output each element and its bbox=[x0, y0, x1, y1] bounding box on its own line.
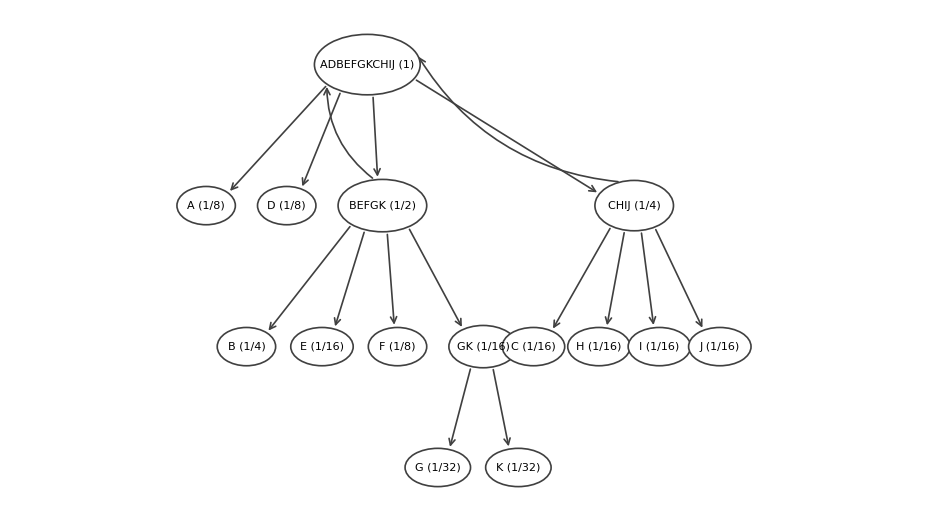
Text: C (1/16): C (1/16) bbox=[511, 341, 556, 352]
Ellipse shape bbox=[338, 180, 426, 232]
Text: A (1/8): A (1/8) bbox=[187, 200, 225, 210]
Ellipse shape bbox=[177, 186, 236, 225]
Text: D (1/8): D (1/8) bbox=[267, 200, 306, 210]
Text: BEFGK (1/2): BEFGK (1/2) bbox=[349, 200, 416, 210]
Ellipse shape bbox=[405, 448, 470, 487]
Ellipse shape bbox=[628, 327, 691, 366]
Text: GK (1/16): GK (1/16) bbox=[457, 341, 509, 352]
Ellipse shape bbox=[486, 448, 551, 487]
Text: F (1/8): F (1/8) bbox=[379, 341, 416, 352]
Text: B (1/4): B (1/4) bbox=[227, 341, 265, 352]
Text: E (1/16): E (1/16) bbox=[300, 341, 344, 352]
Text: H (1/16): H (1/16) bbox=[576, 341, 622, 352]
Ellipse shape bbox=[502, 327, 565, 366]
Ellipse shape bbox=[290, 327, 353, 366]
Text: K (1/32): K (1/32) bbox=[496, 462, 541, 472]
Text: J (1/16): J (1/16) bbox=[700, 341, 740, 352]
Ellipse shape bbox=[595, 181, 673, 231]
Ellipse shape bbox=[217, 327, 276, 366]
Ellipse shape bbox=[369, 327, 426, 366]
Ellipse shape bbox=[568, 327, 630, 366]
Ellipse shape bbox=[258, 186, 316, 225]
Text: G (1/32): G (1/32) bbox=[415, 462, 461, 472]
Text: ADBEFGKCHIJ (1): ADBEFGKCHIJ (1) bbox=[320, 60, 414, 69]
Ellipse shape bbox=[449, 325, 518, 368]
Ellipse shape bbox=[689, 327, 751, 366]
Text: I (1/16): I (1/16) bbox=[640, 341, 680, 352]
Ellipse shape bbox=[315, 34, 420, 95]
Text: CHIJ (1/4): CHIJ (1/4) bbox=[608, 200, 661, 210]
